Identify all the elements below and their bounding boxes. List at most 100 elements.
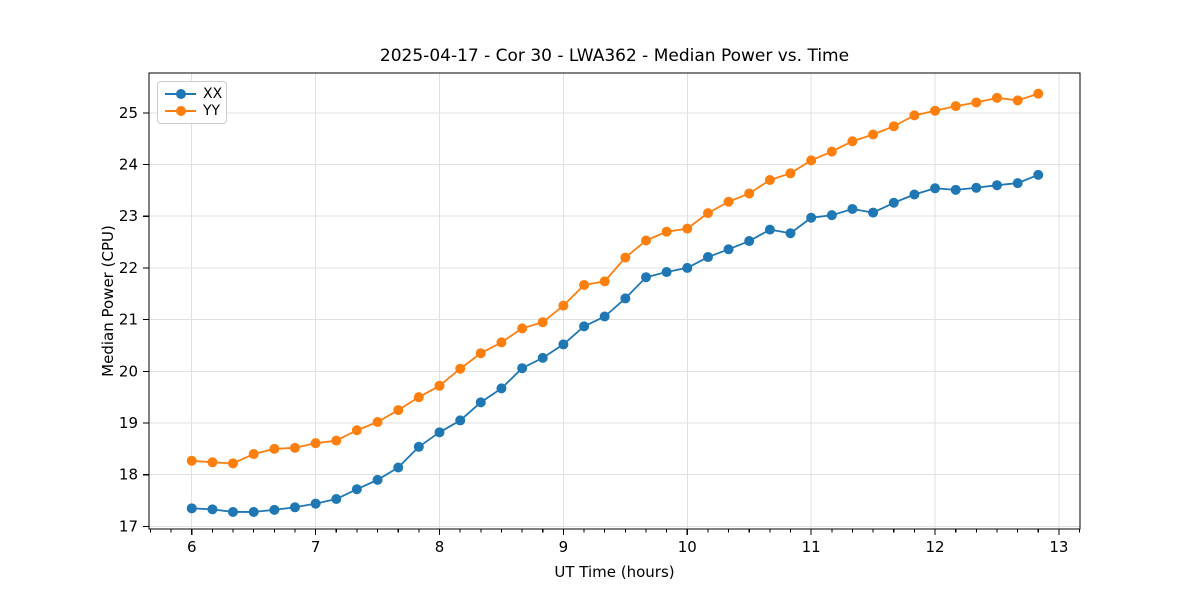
data-point: [579, 279, 590, 290]
data-point: [475, 348, 486, 359]
data-point: [289, 442, 300, 453]
data-point: [599, 311, 610, 322]
data-point: [413, 441, 424, 452]
data-point: [331, 435, 342, 446]
data-point: [744, 188, 755, 199]
data-point: [950, 184, 961, 195]
y-tick-label: 23: [119, 207, 138, 225]
data-point: [517, 363, 528, 374]
x-tick-label: 11: [802, 538, 821, 556]
data-point: [269, 504, 280, 515]
legend-label-xx: XX: [203, 85, 223, 102]
data-point: [744, 236, 755, 247]
data-point: [455, 415, 466, 426]
data-point: [372, 474, 383, 485]
data-point: [661, 226, 672, 237]
data-point: [310, 438, 321, 449]
data-point: [248, 506, 259, 517]
data-point: [847, 203, 858, 214]
data-point: [785, 228, 796, 239]
xx-series-marker-icon: [165, 88, 196, 99]
data-point: [620, 293, 631, 304]
y-tick-label: 21: [119, 311, 138, 329]
data-point: [434, 380, 445, 391]
data-point: [682, 262, 693, 273]
data-point: [785, 168, 796, 179]
data-point: [351, 425, 362, 436]
y-tick-label: 25: [119, 104, 138, 122]
axis-ticks: [143, 112, 1081, 535]
tick-labels: 6 7 8 9 10 11 12 13 17 18 19 20 21 22 23 24 25: [119, 104, 1069, 556]
data-point: [971, 182, 982, 193]
data-point: [517, 323, 528, 334]
data-point: [537, 317, 548, 328]
legend-label-yy: YY: [203, 103, 221, 120]
data-point: [1033, 169, 1044, 180]
data-point: [455, 363, 466, 374]
data-point: [393, 405, 404, 416]
x-tick-label: 13: [1049, 538, 1068, 556]
data-point: [496, 337, 507, 348]
xx-dot-swatch: [175, 88, 186, 99]
data-point: [1012, 178, 1023, 189]
data-point: [702, 252, 713, 263]
y-tick-label: 19: [119, 414, 138, 432]
data-point: [868, 129, 879, 140]
x-tick-label: 12: [926, 538, 945, 556]
data-point: [393, 462, 404, 473]
yy-series-marker-icon: [165, 106, 196, 117]
data-point: [434, 427, 445, 438]
data-point: [186, 503, 197, 514]
legend-entry-xx: XX: [165, 85, 223, 102]
series-xx: [186, 169, 1044, 517]
data-point: [186, 455, 197, 466]
data-point: [372, 416, 383, 427]
data-point: [682, 223, 693, 234]
x-tick-label: 10: [678, 538, 697, 556]
data-point: [806, 155, 817, 166]
data-point: [992, 92, 1002, 103]
data-point: [413, 392, 424, 403]
data-point: [1012, 95, 1023, 106]
data-point: [248, 449, 259, 460]
data-point: [702, 208, 713, 219]
y-tick-label: 17: [119, 517, 138, 535]
data-point: [826, 210, 837, 221]
y-axis-label: Median Power (CPU): [99, 225, 117, 377]
y-tick-label: 22: [119, 259, 138, 277]
data-point: [950, 101, 961, 112]
data-point: [806, 212, 817, 223]
data-point: [1033, 88, 1044, 99]
data-point: [227, 458, 238, 469]
data-point: [537, 352, 548, 363]
data-point: [331, 494, 342, 505]
data-point: [930, 183, 941, 194]
data-point: [351, 484, 362, 495]
data-point: [579, 321, 590, 332]
x-axis-label: UT Time (hours): [554, 563, 675, 581]
gridlines: [149, 73, 1080, 529]
x-tick-label: 7: [311, 538, 321, 556]
data-point: [289, 502, 300, 513]
data-point: [558, 300, 569, 311]
data-point: [723, 244, 734, 255]
data-point: [207, 504, 218, 515]
yy-dot-swatch: [175, 106, 186, 117]
y-tick-label: 18: [119, 466, 138, 484]
data-point: [641, 235, 652, 246]
data-point: [992, 180, 1002, 191]
data-point: [847, 136, 858, 147]
data-point: [909, 110, 920, 121]
data-point: [971, 97, 982, 108]
y-tick-label: 24: [119, 156, 138, 174]
data-point: [558, 339, 569, 350]
data-point: [723, 196, 734, 207]
data-point: [909, 189, 920, 200]
legend: XX YY: [157, 81, 227, 124]
data-point: [868, 207, 879, 218]
plot-frame: [148, 72, 1081, 530]
data-point: [764, 224, 775, 235]
data-point: [764, 175, 775, 186]
data-point: [641, 272, 652, 283]
